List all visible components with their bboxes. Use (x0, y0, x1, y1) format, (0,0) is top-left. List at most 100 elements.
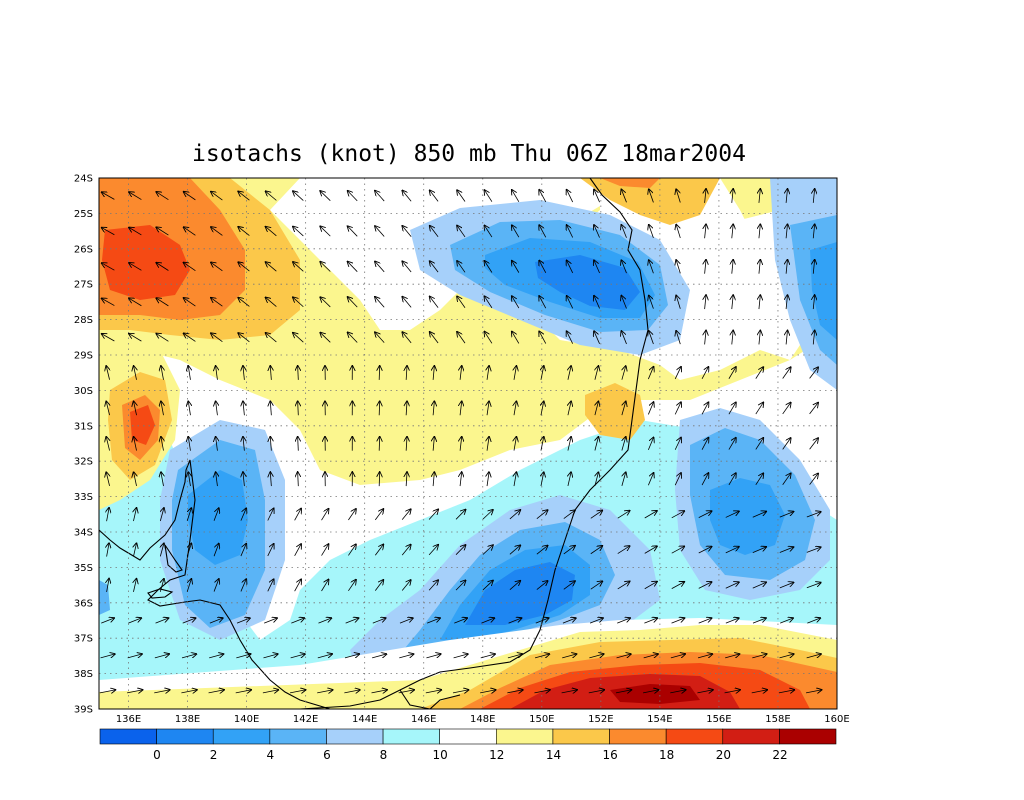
wind-vector-arrow (428, 509, 438, 520)
wind-vector-arrow (507, 690, 523, 693)
wind-vector-arrow (320, 191, 331, 202)
colorbar-label: 4 (266, 748, 274, 762)
wind-vector-arrow (375, 226, 385, 237)
wind-vector-arrow (589, 618, 603, 624)
wind-vector-arrow (759, 330, 760, 345)
wind-vector-arrow (701, 367, 709, 380)
wind-vector-arrow (347, 297, 358, 308)
wind-vector-arrow (698, 582, 712, 589)
wind-vector-arrow (433, 472, 434, 487)
wind-vector-arrow (622, 437, 626, 451)
wind-vector-arrow (752, 654, 767, 659)
blue-east-low (710, 478, 785, 555)
wind-vector-arrow (705, 295, 706, 310)
wind-vector-arrow (270, 472, 271, 487)
wind-vector-arrow (375, 297, 385, 308)
wind-vector-arrow (99, 690, 116, 693)
east-australia-coast (299, 178, 649, 709)
wind-vector-arrow (779, 582, 794, 589)
latitude-axis: 24S 25S 26S 27S 28S 29S 30S 31S 32S 33S 34S 35S 36S 3… (74, 174, 93, 716)
wind-vector-arrow (512, 296, 520, 309)
wind-vector-arrow (294, 508, 302, 521)
wind-vector-arrow (344, 654, 360, 659)
wind-vector-arrow (594, 225, 600, 238)
wind-vector-arrow (728, 473, 736, 486)
wind-vector-arrow (348, 509, 356, 521)
wind-vector-arrow (484, 190, 493, 202)
wind-vector-arrow (156, 263, 169, 271)
wind-vector-arrow (293, 262, 304, 272)
wind-vector-arrow (566, 296, 574, 309)
wind-vector-arrow (568, 366, 571, 380)
wind-vector-arrow (317, 654, 333, 659)
wind-vector-arrow (298, 366, 299, 380)
gulf-outline (164, 544, 183, 573)
wind-vector-arrow (562, 618, 576, 624)
wind-vector-arrow (267, 543, 274, 557)
wind-vector-arrow (320, 261, 331, 272)
wind-vector-arrow (705, 224, 706, 239)
wind-vector-arrow (106, 472, 109, 487)
wind-vector-arrow (595, 366, 599, 380)
wind-vector-arrow (807, 618, 820, 624)
colorbar-label: 8 (380, 748, 388, 762)
wind-vector-arrow (671, 511, 685, 519)
wind-vector-arrow (457, 225, 466, 238)
wind-vector-arrow (482, 580, 493, 591)
wind-vector-arrow (566, 225, 574, 238)
wind-vector-arrow (621, 295, 627, 309)
wind-vector-arrow (457, 331, 466, 344)
wind-vector-arrow (181, 654, 197, 659)
wind-vector-arrow (786, 224, 787, 239)
wind-vector-arrow (732, 295, 733, 310)
wind-vector-arrow (644, 618, 657, 624)
wind-vector-arrow (208, 690, 225, 693)
wind-vector-arrow (321, 508, 329, 521)
longitude-tick-label: 148E (470, 714, 495, 725)
wind-vector-arrow (622, 472, 626, 487)
wind-vector-arrow (267, 508, 274, 521)
colorbar-swatch (552, 728, 610, 745)
wind-vector-arrow (778, 690, 795, 693)
wind-vector-arrow (372, 654, 387, 659)
wind-vector-arrow (617, 618, 630, 624)
wind-vector-arrow (514, 472, 516, 487)
colorbar-swatch (99, 728, 157, 745)
wind-vector-arrow (563, 581, 575, 590)
wind-vector-arrow (379, 401, 380, 416)
wind-vector-arrow (595, 401, 599, 416)
wind-vector-arrow (457, 296, 466, 308)
wind-vector-arrow (705, 259, 706, 274)
colorbar-swatch (326, 728, 384, 745)
wind-vector-arrow (455, 545, 466, 555)
wind-vector-arrow (374, 580, 383, 591)
wind-vector-arrow (406, 472, 407, 487)
wind-vector-arrow (181, 690, 197, 693)
wind-vector-arrow (401, 544, 411, 556)
colorbar-label: 18 (659, 748, 674, 762)
wind-vector-arrow (211, 191, 223, 201)
wind-vector-arrow (705, 330, 706, 345)
latitude-tick-label: 26S (74, 244, 93, 255)
colorbar-label: 22 (772, 748, 787, 762)
darkorange-north-center (600, 178, 660, 188)
wind-vector-arrow (674, 473, 681, 486)
wind-vector-arrow (705, 189, 706, 203)
wind-vector-arrow (484, 261, 493, 273)
wind-vector-arrow (539, 296, 547, 309)
wind-vector-arrow (213, 508, 219, 521)
wind-vector-arrow (348, 579, 356, 592)
wind-vector-arrow (813, 224, 814, 239)
wind-vector-arrow (674, 437, 681, 450)
colorbar-swatch (382, 728, 440, 745)
colorbar-label: 20 (716, 748, 731, 762)
latitude-tick-label: 28S (74, 315, 93, 326)
wind-vector-arrow (568, 436, 571, 451)
wind-vector-arrow (213, 579, 219, 592)
wind-vector-arrow (484, 225, 493, 238)
wind-vector-arrow (133, 543, 136, 557)
wind-vector-arrow (728, 437, 736, 450)
wind-vector-arrow (240, 543, 246, 557)
wind-vector-arrow (732, 224, 733, 239)
wind-vector-arrow (786, 189, 787, 203)
